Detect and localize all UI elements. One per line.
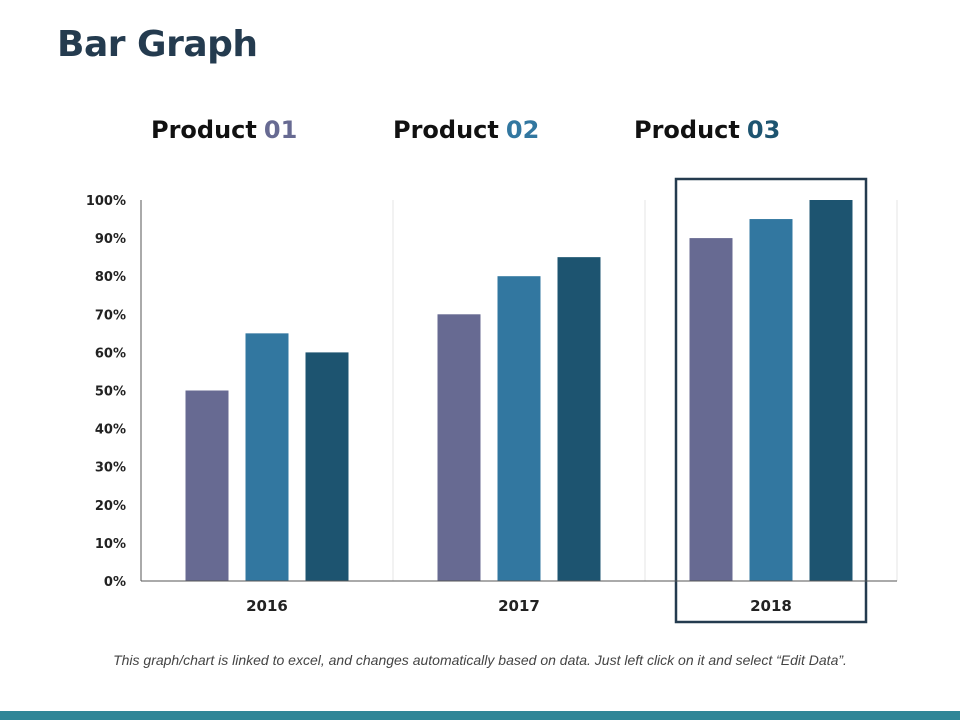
bar [689, 238, 733, 581]
highlight-box [674, 177, 868, 624]
bar-chart[interactable]: 0% 10% 20% 30% 40% 50% 60% 70% 80% 90% 100% 2016 201… [0, 0, 960, 640]
bar [305, 352, 349, 581]
y-tick-label: 50% [95, 385, 126, 400]
y-tick-label: 80% [95, 270, 126, 285]
y-tick-label: 30% [95, 461, 126, 476]
y-tick-label: 10% [95, 537, 126, 552]
legend-word: Product [634, 116, 740, 144]
bar [749, 219, 793, 582]
bar [245, 333, 289, 581]
x-tick-label: 2017 [498, 597, 540, 615]
y-tick-label: 90% [95, 232, 126, 247]
legend-product-03: Product 03 [634, 116, 780, 144]
y-tick-label: 100% [86, 194, 126, 209]
legend-word: Product [393, 116, 499, 144]
y-tick-label: 70% [95, 308, 126, 323]
bar [557, 257, 601, 581]
bar [185, 390, 229, 581]
bar [497, 276, 541, 581]
bottom-accent-bar [0, 711, 960, 720]
y-tick-label: 0% [104, 575, 126, 590]
y-tick-label: 60% [95, 346, 126, 361]
legend-product-01: Product 01 [151, 116, 297, 144]
x-tick-label: 2016 [246, 597, 288, 615]
page-title: Bar Graph [57, 24, 258, 65]
bar [809, 200, 853, 581]
y-tick-label: 20% [95, 499, 126, 514]
legend-number: 02 [505, 116, 540, 144]
legend-word: Product [151, 116, 257, 144]
y-tick-label: 40% [95, 423, 126, 438]
footnote: This graph/chart is linked to excel, and… [113, 652, 847, 668]
legend-number: 01 [263, 116, 298, 144]
legend-product-02: Product 02 [393, 116, 539, 144]
bar [437, 314, 481, 581]
legend-number: 03 [746, 116, 781, 144]
x-tick-label: 2018 [750, 597, 792, 615]
